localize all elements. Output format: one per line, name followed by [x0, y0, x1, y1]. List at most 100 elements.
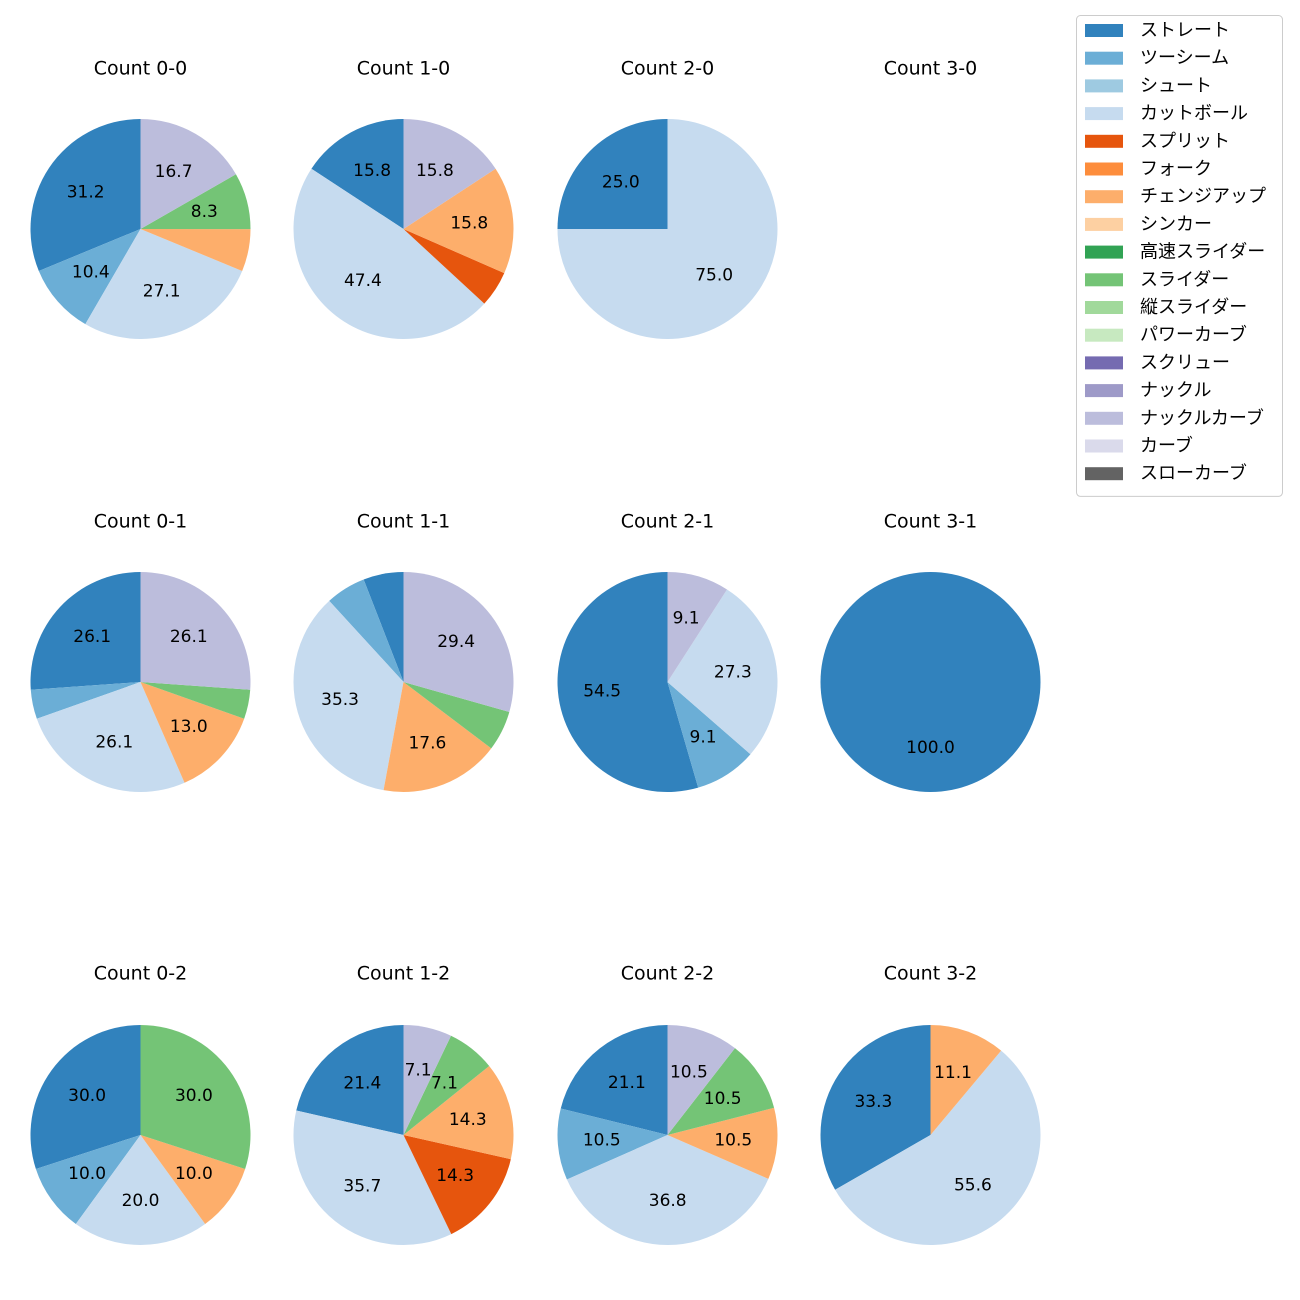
pie-slice [30, 682, 141, 719]
pie-slice [667, 1025, 735, 1135]
pie-slice [140, 682, 251, 719]
pie-slice [38, 229, 141, 325]
legend-label: スローカーブ [1140, 462, 1247, 484]
pie-slice [75, 1135, 206, 1245]
legend-label: チェンジアップ [1140, 186, 1266, 207]
pie-slice [140, 229, 251, 271]
legend-swatch [1085, 217, 1123, 231]
pie-count-3-1: Count 3-1 100.0 [820, 511, 1041, 792]
pie-slice [140, 119, 236, 229]
pie-slice [835, 1050, 1041, 1245]
legend-label: 縦スライダー [1140, 297, 1247, 318]
legend-label: スプリット [1140, 131, 1230, 152]
pie-slice [667, 682, 751, 788]
pie-slice [403, 229, 505, 304]
pie-title: Count 3-0 [884, 58, 978, 80]
legend-swatch [1085, 79, 1123, 93]
slice-label: 100.0 [906, 738, 955, 758]
pie-slice [667, 589, 778, 755]
legend-swatch [1085, 162, 1123, 176]
slice-label: 17.6 [408, 734, 446, 754]
legend-item: パワーカーブ [1085, 324, 1247, 346]
slice-label: 75.0 [695, 266, 733, 286]
pie-slice [557, 119, 668, 229]
pie-slice [363, 572, 404, 682]
legend-swatch [1085, 384, 1123, 398]
slice-label: 27.3 [714, 663, 752, 683]
legend-swatch [1085, 51, 1123, 65]
pie-title: Count 1-2 [357, 963, 451, 985]
legend-swatch [1085, 328, 1123, 342]
legend-item: スローカーブ [1085, 462, 1247, 484]
slice-label: 26.1 [73, 627, 111, 647]
legend-label: パワーカーブ [1140, 324, 1247, 346]
legend-label: シンカー [1140, 214, 1212, 235]
pie-title: Count 3-1 [884, 511, 978, 533]
pie-slice [557, 572, 699, 792]
pie-title: Count 0-2 [94, 963, 188, 985]
legend-item: 高速スライダー [1085, 242, 1265, 263]
slice-label: 15.8 [416, 161, 454, 181]
pie-slice [557, 119, 778, 339]
slice-label: 26.1 [170, 627, 208, 647]
legend-label: スライダー [1140, 269, 1229, 290]
pie-title: Count 0-0 [94, 58, 188, 80]
pie-slice [311, 119, 404, 229]
slice-label: 10.5 [714, 1130, 752, 1150]
legend-swatch [1085, 273, 1123, 287]
pie-slice [35, 1135, 141, 1224]
legend-swatch [1085, 467, 1123, 481]
pie-slice [85, 229, 243, 339]
slice-label: 20.0 [122, 1191, 160, 1211]
legend-item: シンカー [1085, 214, 1212, 235]
pies-layer: Count 0-0 31.2 10.4 27.1 8.3 16.7 Count 1-0 15.… [30, 58, 1041, 1245]
pie-slice [30, 1025, 141, 1169]
pie-slice [140, 572, 251, 690]
slice-label: 11.1 [934, 1063, 972, 1083]
slice-label: 14.3 [436, 1166, 474, 1186]
legend-item: 縦スライダー [1085, 297, 1247, 318]
legend-label: フォーク [1140, 159, 1212, 180]
slice-label: 30.0 [68, 1086, 106, 1106]
pie-slice [403, 168, 514, 274]
slice-label: 29.4 [437, 632, 475, 652]
slice-label: 21.1 [608, 1073, 646, 1093]
slice-label: 15.8 [450, 214, 488, 234]
pie-slice [560, 1025, 668, 1135]
legend-label: ナックル [1140, 380, 1211, 401]
pie-count-2-1: Count 2-1 54.5 9.1 27.3 9.1 [557, 511, 778, 792]
legend-label: 高速スライダー [1140, 242, 1265, 263]
slice-label: 35.3 [321, 690, 359, 710]
legend-item: チェンジアップ [1085, 186, 1266, 207]
pie-count-0-2: Count 0-2 30.0 10.0 20.0 10.0 30.0 [30, 963, 251, 1245]
slice-label: 47.4 [344, 271, 382, 291]
slice-label: 10.0 [68, 1164, 106, 1184]
legend-item: ストレート [1085, 20, 1230, 41]
legend-item: スプリット [1085, 131, 1230, 152]
pie-slice [383, 682, 492, 792]
slice-label: 10.4 [72, 262, 110, 282]
slice-label: 26.1 [95, 733, 133, 753]
pie-slice [403, 572, 514, 713]
pie-title: Count 1-1 [357, 511, 451, 533]
pie-slice [667, 1048, 775, 1135]
legend-label: カーブ [1140, 435, 1193, 457]
slice-label: 7.1 [405, 1061, 432, 1081]
legend-item: ナックルカーブ [1085, 407, 1264, 429]
legend-item: カーブ [1085, 435, 1193, 457]
slice-label: 27.1 [143, 282, 181, 302]
pie-slice [557, 1108, 668, 1180]
slice-label: 10.0 [175, 1164, 213, 1184]
slice-label: 54.5 [583, 681, 621, 701]
pie-slice [403, 1035, 490, 1135]
slice-label: 30.0 [175, 1086, 213, 1106]
legend-swatch [1085, 24, 1123, 37]
legend-swatch [1085, 439, 1123, 453]
slice-label: 9.1 [673, 609, 700, 629]
pie-count-2-0: Count 2-0 25.0 75.0 [557, 58, 778, 339]
pie-slice [403, 1066, 514, 1160]
slice-label: 15.8 [353, 161, 391, 181]
slice-label: 21.4 [343, 1073, 381, 1093]
pie-slice [140, 174, 251, 230]
pie-slice [820, 572, 1041, 792]
